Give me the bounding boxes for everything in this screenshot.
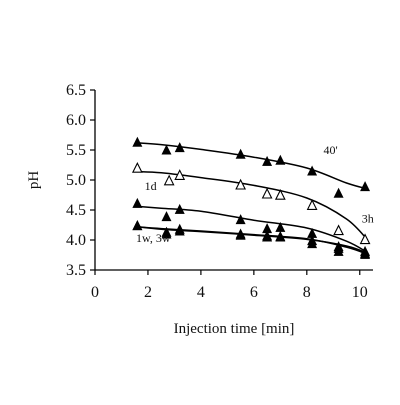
data-point-filled-triangle xyxy=(132,197,143,208)
data-point-filled-triangle xyxy=(360,181,371,192)
y-tick-label: 6.5 xyxy=(66,82,86,99)
data-point-open-triangle xyxy=(274,188,286,200)
data-point-filled-triangle xyxy=(174,142,185,153)
y-tick-label: 4.5 xyxy=(66,202,86,219)
data-point-filled-triangle xyxy=(275,154,286,165)
series-labels: 40' 3h 1d 1w, 3w xyxy=(136,143,374,245)
ticks: 3.5 4.0 4.5 5.0 5.5 6.0 6.5 0 2 4 6 8 10 xyxy=(66,82,368,301)
x-tick-label: 4 xyxy=(197,284,205,301)
data-point-filled-triangle xyxy=(132,220,143,231)
series-label: 40' xyxy=(324,143,338,157)
data-point-filled-triangle xyxy=(174,203,185,214)
y-tick-label: 3.5 xyxy=(66,262,86,279)
data-point-filled-triangle xyxy=(262,155,273,166)
fit-curve xyxy=(137,226,368,254)
data-point-open-triangle xyxy=(359,233,371,245)
data-point-open-triangle xyxy=(131,161,143,173)
y-tick-label: 6.0 xyxy=(66,112,86,129)
data-point-open-triangle xyxy=(333,224,344,236)
series-label: 1d xyxy=(145,179,157,193)
x-tick-label: 0 xyxy=(91,284,99,301)
data-point-filled-triangle xyxy=(235,228,246,239)
fit-curve xyxy=(137,170,369,241)
data-point-filled-triangle xyxy=(275,230,286,241)
data-point-filled-triangle xyxy=(161,226,172,237)
y-tick-label: 5.5 xyxy=(66,142,86,159)
data-point-open-triangle xyxy=(174,169,186,180)
data-point-open-triangle xyxy=(261,187,273,199)
data-point-filled-triangle xyxy=(235,148,246,159)
y-axis-title: pH xyxy=(26,171,42,190)
data-point-open-triangle xyxy=(163,174,175,186)
data-point-filled-triangle xyxy=(307,165,318,176)
data-point-filled-triangle xyxy=(333,187,344,198)
y-tick-label: 5.0 xyxy=(66,172,86,189)
data-point-filled-triangle xyxy=(161,144,172,155)
data-point-filled-triangle xyxy=(262,230,273,241)
data-point-filled-triangle xyxy=(235,214,246,225)
data-point-filled-triangle xyxy=(132,136,143,147)
data-points xyxy=(131,136,371,259)
x-axis-title: Injection time [min] xyxy=(174,321,295,337)
data-point-filled-triangle xyxy=(174,225,185,236)
x-tick-label: 6 xyxy=(250,284,258,301)
data-point-open-triangle xyxy=(235,178,247,190)
fit-curve xyxy=(137,142,368,190)
series-label: 1w, 3w xyxy=(136,231,171,245)
data-point-filled-triangle xyxy=(360,247,371,258)
y-tick-label: 4.0 xyxy=(66,232,86,249)
x-tick-label: 2 xyxy=(144,284,152,301)
series-label: 3h xyxy=(362,211,374,225)
fit-curves xyxy=(137,142,369,256)
fit-curve xyxy=(137,226,368,256)
data-point-filled-triangle xyxy=(161,211,172,222)
data-point-open-triangle xyxy=(306,199,318,210)
fit-curve xyxy=(137,205,369,254)
x-tick-label: 8 xyxy=(303,284,311,301)
data-point-filled-triangle xyxy=(333,242,344,253)
data-point-filled-triangle xyxy=(307,238,318,249)
x-tick-label: 10 xyxy=(352,284,368,301)
